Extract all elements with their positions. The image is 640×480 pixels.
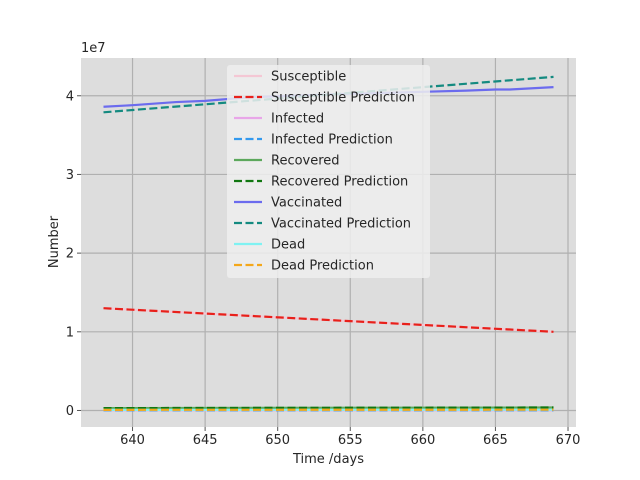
y-tick-label: 3 — [66, 168, 74, 183]
x-tick-label: 665 — [483, 433, 508, 448]
y-axis-label: Number — [47, 215, 62, 268]
x-tick-label: 640 — [120, 433, 145, 448]
x-tick-label: 670 — [556, 433, 581, 448]
legend-label: Dead — [271, 238, 305, 253]
y-tick-label: 0 — [66, 404, 74, 419]
series-line-susceptible-prediction — [103, 307, 554, 333]
x-tick-label: 650 — [265, 433, 290, 448]
y-tick-label: 4 — [66, 89, 74, 104]
y-axis: 0 1 2 3 4 — [66, 89, 81, 419]
legend-label: Infected Prediction — [271, 133, 393, 148]
legend-label: Susceptible Prediction — [271, 91, 415, 106]
legend-label: Susceptible — [271, 70, 346, 85]
legend-label: Recovered Prediction — [271, 175, 408, 190]
series-line-recovered-prediction — [103, 406, 554, 410]
y-offset-label: 1e7 — [81, 41, 106, 56]
x-tick-label: 660 — [410, 433, 435, 448]
legend-label: Dead Prediction — [271, 259, 374, 274]
y-tick-label: 1 — [66, 325, 74, 340]
legend-label: Vaccinated — [271, 196, 342, 211]
legend: Susceptible Susceptible Prediction Infecte… — [227, 65, 430, 278]
legend-label: Recovered — [271, 154, 340, 169]
x-axis: 640 645 650 655 660 665 670 — [120, 427, 580, 448]
legend-label: Vaccinated Prediction — [271, 217, 411, 232]
legend-label: Infected — [271, 112, 324, 127]
x-tick-label: 655 — [338, 433, 363, 448]
y-tick-label: 2 — [66, 247, 74, 262]
x-axis-label: Time /days — [292, 452, 364, 467]
x-tick-label: 645 — [193, 433, 218, 448]
legend-box — [227, 65, 430, 278]
